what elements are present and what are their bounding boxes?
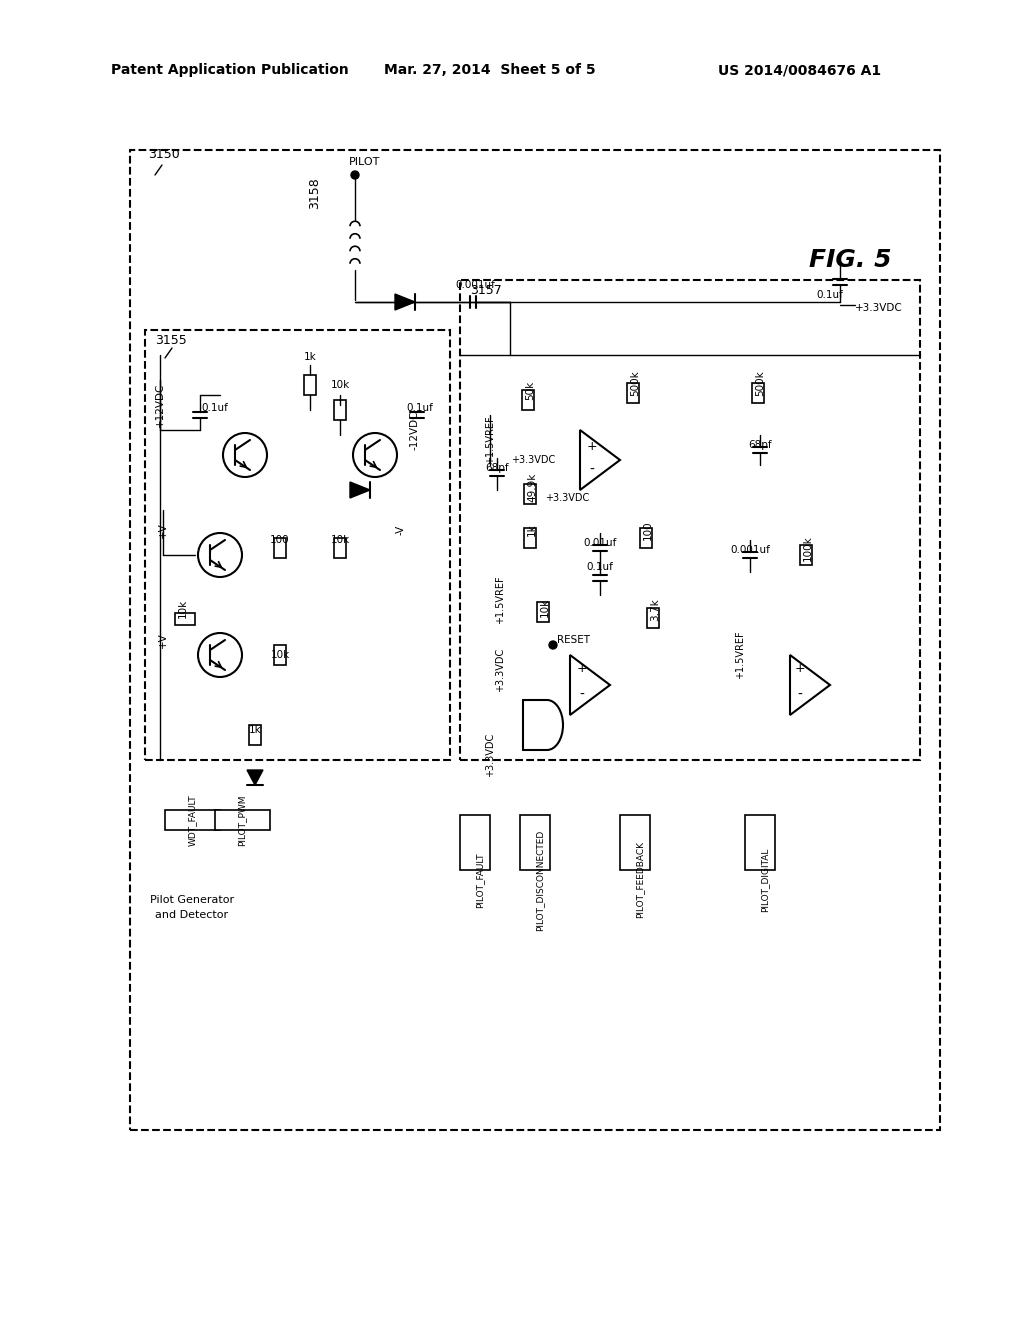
Bar bbox=[745, 814, 775, 870]
Circle shape bbox=[351, 172, 359, 180]
Bar bbox=[334, 400, 346, 420]
Bar bbox=[175, 612, 195, 624]
Text: +: + bbox=[587, 441, 597, 454]
Text: 68pf: 68pf bbox=[749, 440, 772, 450]
Text: +3.3VDC: +3.3VDC bbox=[511, 455, 555, 465]
Text: 500k: 500k bbox=[630, 370, 640, 396]
Text: PILOT_PWM: PILOT_PWM bbox=[238, 795, 247, 846]
Text: PILOT_DIGITAL: PILOT_DIGITAL bbox=[761, 847, 769, 912]
Text: +V: +V bbox=[158, 523, 168, 537]
Text: -: - bbox=[580, 688, 585, 702]
Bar bbox=[274, 539, 286, 558]
Text: Patent Application Publication: Patent Application Publication bbox=[112, 63, 349, 77]
Bar bbox=[334, 539, 346, 558]
Bar bbox=[460, 814, 490, 870]
Text: 3157: 3157 bbox=[470, 284, 502, 297]
Text: +3.3VDC: +3.3VDC bbox=[855, 304, 903, 313]
Text: 10k: 10k bbox=[270, 649, 290, 660]
Text: PILOT_FEEDBACK: PILOT_FEEDBACK bbox=[636, 842, 644, 919]
Text: 1k: 1k bbox=[527, 524, 537, 536]
Text: 10k: 10k bbox=[540, 598, 550, 616]
Polygon shape bbox=[350, 482, 370, 498]
Polygon shape bbox=[247, 770, 263, 785]
Text: +3.3VDC: +3.3VDC bbox=[545, 492, 589, 503]
Text: 10k: 10k bbox=[178, 598, 188, 618]
Circle shape bbox=[549, 642, 557, 649]
Text: 100: 100 bbox=[270, 535, 290, 545]
Text: FIG. 5: FIG. 5 bbox=[809, 248, 891, 272]
Text: -: - bbox=[798, 688, 803, 702]
Bar bbox=[460, 280, 920, 760]
Text: 100k: 100k bbox=[803, 535, 813, 561]
Bar bbox=[524, 484, 536, 504]
Text: +1.5VREF: +1.5VREF bbox=[485, 416, 495, 465]
Text: PILOT: PILOT bbox=[349, 157, 381, 168]
Text: 3.7k: 3.7k bbox=[650, 599, 660, 622]
Bar bbox=[522, 389, 534, 411]
Text: and Detector: and Detector bbox=[156, 909, 228, 920]
Circle shape bbox=[198, 533, 242, 577]
Text: +: + bbox=[577, 661, 588, 675]
Circle shape bbox=[198, 634, 242, 677]
Bar bbox=[800, 545, 812, 565]
Text: 500k: 500k bbox=[755, 370, 765, 396]
Text: 0.1uf: 0.1uf bbox=[202, 403, 228, 413]
Text: +1.5VREF: +1.5VREF bbox=[735, 631, 745, 680]
Text: 68pf: 68pf bbox=[485, 463, 509, 473]
Text: RESET: RESET bbox=[557, 635, 590, 645]
Text: 0.1uf: 0.1uf bbox=[816, 290, 844, 300]
Text: 1k: 1k bbox=[304, 352, 316, 362]
Text: 0.01uf: 0.01uf bbox=[584, 539, 616, 548]
Text: 0.1uf: 0.1uf bbox=[587, 562, 613, 572]
Circle shape bbox=[353, 433, 397, 477]
Text: 3158: 3158 bbox=[308, 177, 322, 209]
Text: 100: 100 bbox=[643, 520, 653, 540]
Bar bbox=[145, 330, 450, 760]
Bar bbox=[620, 814, 650, 870]
Text: PILOT_FAULT: PILOT_FAULT bbox=[475, 853, 484, 908]
Text: US 2014/0084676 A1: US 2014/0084676 A1 bbox=[719, 63, 882, 77]
Text: +: + bbox=[795, 661, 805, 675]
Bar bbox=[627, 383, 639, 403]
Bar bbox=[640, 528, 652, 548]
Text: 50k: 50k bbox=[525, 380, 535, 400]
Bar bbox=[215, 810, 270, 830]
Bar bbox=[752, 383, 764, 403]
Bar bbox=[165, 810, 220, 830]
Text: -V: -V bbox=[395, 525, 406, 535]
Text: +3.3VDC: +3.3VDC bbox=[485, 733, 495, 777]
Text: 1k: 1k bbox=[249, 725, 261, 735]
Text: 3155: 3155 bbox=[155, 334, 186, 346]
Text: 0.001uf: 0.001uf bbox=[455, 280, 495, 290]
Polygon shape bbox=[395, 294, 415, 310]
Text: 0.001uf: 0.001uf bbox=[730, 545, 770, 554]
Bar bbox=[520, 814, 550, 870]
Text: Pilot Generator: Pilot Generator bbox=[150, 895, 234, 906]
Bar bbox=[274, 645, 286, 665]
Text: +V: +V bbox=[158, 632, 168, 648]
Bar bbox=[130, 150, 940, 1130]
Text: Mar. 27, 2014  Sheet 5 of 5: Mar. 27, 2014 Sheet 5 of 5 bbox=[384, 63, 596, 77]
Text: PILOT_DISCONNECTED: PILOT_DISCONNECTED bbox=[536, 829, 545, 931]
Text: +1.5VREF: +1.5VREF bbox=[495, 576, 505, 624]
Bar bbox=[304, 375, 316, 395]
Text: 49.9k: 49.9k bbox=[527, 473, 537, 502]
Bar bbox=[647, 609, 659, 628]
Text: 10k: 10k bbox=[331, 535, 349, 545]
Bar bbox=[524, 528, 536, 548]
Text: -: - bbox=[590, 463, 595, 477]
Text: 10k: 10k bbox=[331, 380, 349, 389]
Text: 3150: 3150 bbox=[148, 149, 180, 161]
Circle shape bbox=[223, 433, 267, 477]
Text: WDT_FAULT: WDT_FAULT bbox=[187, 795, 197, 846]
Text: +12VDC: +12VDC bbox=[155, 383, 165, 428]
Bar bbox=[537, 602, 549, 622]
Text: 0.1uf: 0.1uf bbox=[407, 403, 433, 413]
Text: +3.3VDC: +3.3VDC bbox=[495, 648, 505, 692]
Text: -12VDC: -12VDC bbox=[410, 411, 420, 450]
Bar bbox=[249, 725, 261, 744]
